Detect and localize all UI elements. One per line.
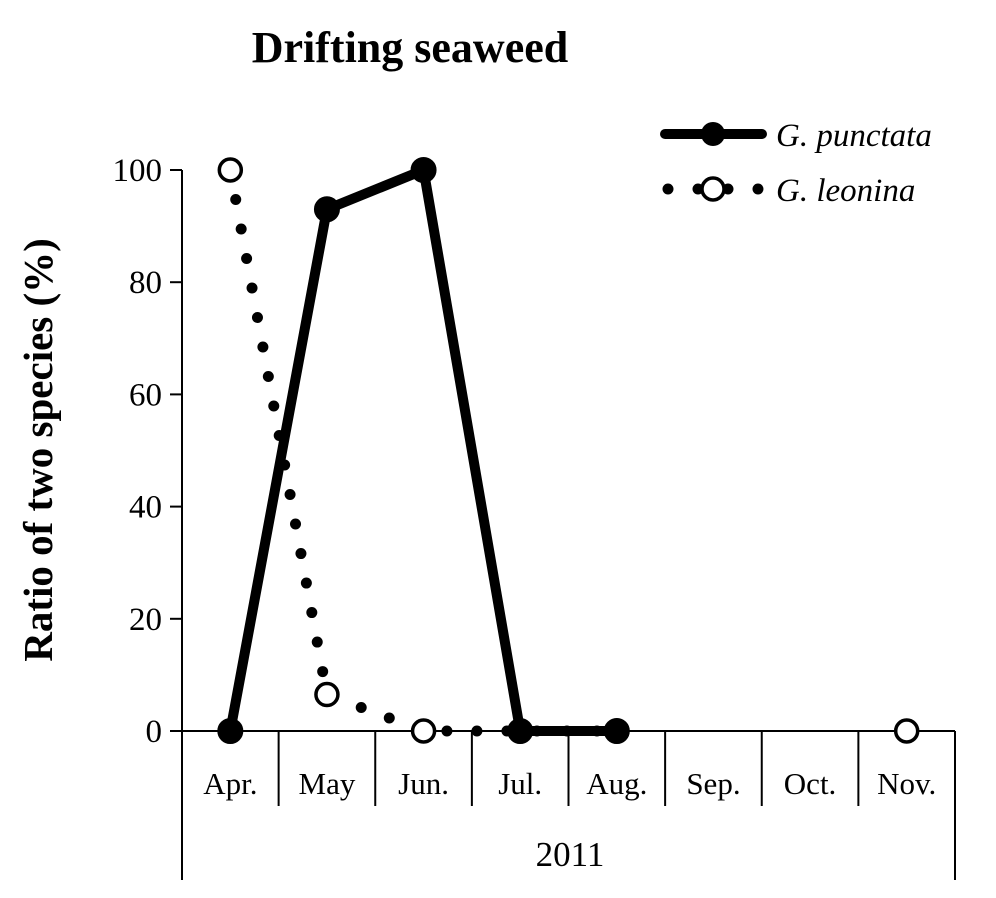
data-point-g-punctata	[603, 718, 630, 744]
axes	[181, 170, 956, 880]
data-point-g-punctata	[410, 157, 437, 183]
data-point-g-punctata	[507, 718, 534, 744]
data-point-g-leonina	[217, 157, 244, 183]
x-category-label: Oct.	[784, 766, 837, 801]
legend-marker-g-punctata	[701, 122, 725, 146]
x-category-label: Sep.	[686, 766, 740, 801]
y-tick-label: 80	[129, 265, 162, 301]
y-ticks: 0 20 40 60 80 100	[113, 153, 182, 750]
x-categories: Apr. May Jun. Jul. Aug. Sep. Oct. Nov.	[203, 766, 936, 801]
x-category-label: Jul.	[498, 766, 542, 801]
y-tick-label: 20	[129, 602, 162, 638]
legend-label-g-punctata: G. punctata	[776, 118, 932, 154]
series-line-g-punctata	[225, 165, 622, 736]
year-label: 2011	[536, 835, 605, 874]
series-line-g-leonina	[224, 164, 623, 737]
data-point-g-leonina	[314, 681, 340, 708]
data-point-g-punctata	[217, 718, 244, 744]
y-tick-label: 60	[129, 377, 162, 413]
legend-label-g-leonina: G. leonina	[776, 173, 915, 209]
chart-title: Drifting seaweed	[252, 23, 569, 72]
x-category-label: Nov.	[877, 766, 936, 801]
x-category-label: May	[299, 766, 356, 801]
x-category-label: Jun.	[398, 766, 449, 801]
legend-marker-g-leonina	[700, 176, 726, 202]
y-tick-label: 0	[146, 714, 163, 750]
data-point-g-punctata	[313, 196, 340, 223]
y-tick-label: 100	[113, 153, 163, 189]
y-tick-label: 40	[129, 490, 162, 526]
legend: G. punctata G. leonina	[660, 118, 932, 209]
x-category-label: Aug.	[586, 766, 647, 801]
data-point-g-leonina	[410, 718, 437, 744]
series-layer	[217, 157, 920, 744]
x-category-label: Apr.	[203, 766, 257, 801]
y-axis-label: Ratio of two species (%)	[15, 238, 61, 662]
data-point-g-leonina	[893, 718, 920, 744]
